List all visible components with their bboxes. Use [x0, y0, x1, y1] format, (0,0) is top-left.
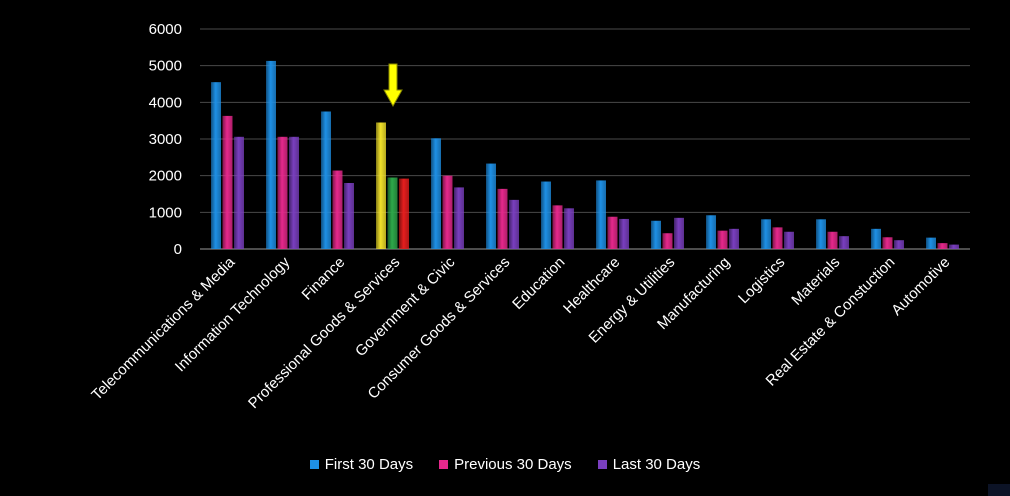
bar-first-30-days — [266, 60, 276, 250]
x-tick-label: Materials — [788, 254, 843, 309]
bar-last-30-days — [619, 218, 629, 249]
bar-last-30-days — [894, 240, 904, 249]
x-tick-label: Government & Civic — [352, 253, 459, 360]
bar-previous-30-days — [387, 177, 398, 249]
bar-first-30-days — [596, 180, 606, 249]
bar-previous-30-days — [332, 170, 343, 249]
bar-last-30-days — [784, 231, 794, 249]
bar-first-30-days — [871, 228, 881, 249]
x-tick-label: Automotive — [888, 254, 953, 319]
x-tick-label: Finance — [299, 254, 349, 304]
bar-previous-30-days — [827, 231, 838, 249]
x-tick-label: Education — [509, 254, 568, 313]
bar-previous-30-days — [662, 233, 673, 249]
legend-swatch — [309, 460, 319, 469]
bar-first-30-days — [926, 237, 936, 249]
legend-item: Previous 30 Days — [439, 456, 572, 473]
gridlines — [200, 28, 970, 250]
bars — [211, 60, 959, 250]
bar-first-30-days — [376, 122, 386, 249]
bar-last-30-days — [399, 178, 409, 249]
bar-last-30-days — [674, 217, 684, 249]
bar-previous-30-days — [442, 175, 453, 249]
bar-first-30-days — [431, 138, 441, 249]
bar-last-30-days — [509, 199, 519, 249]
legend-item: First 30 Days — [309, 456, 414, 473]
bar-first-30-days — [816, 219, 826, 249]
bar-last-30-days — [289, 136, 299, 249]
y-tick-label: 4000 — [149, 94, 182, 111]
highlight-arrow — [383, 63, 403, 108]
legend-label: First 30 Days — [324, 456, 414, 473]
legend-swatch — [439, 460, 449, 469]
bar-first-30-days — [486, 163, 496, 249]
bar-first-30-days — [761, 219, 771, 249]
bar-previous-30-days — [937, 243, 948, 249]
y-tick-label: 1000 — [149, 204, 182, 221]
bar-previous-30-days — [772, 227, 783, 249]
legend: First 30 Days Previous 30 Days Last 30 Day… — [0, 456, 1010, 473]
bar-previous-30-days — [552, 205, 563, 249]
bar-last-30-days — [344, 183, 354, 249]
legend-swatch — [597, 460, 607, 469]
bar-last-30-days — [234, 136, 244, 249]
legend-label: Previous 30 Days — [454, 456, 572, 473]
x-tick-label: Logistics — [735, 254, 788, 307]
legend-label: Last 30 Days — [612, 456, 701, 473]
y-tick-label: 2000 — [149, 168, 182, 185]
bar-first-30-days — [211, 82, 221, 250]
bar-first-30-days — [706, 215, 716, 249]
bar-chart: 0 1000 2000 3000 4000 5000 6000 Telecommunicat… — [88, 21, 970, 412]
highlight-arrow-icon — [383, 63, 403, 108]
bar-previous-30-days — [607, 216, 618, 249]
bar-previous-30-days — [882, 237, 893, 249]
bar-previous-30-days — [717, 230, 728, 249]
y-tick-label: 3000 — [149, 131, 182, 148]
bar-last-30-days — [729, 228, 739, 249]
bar-previous-30-days — [222, 115, 233, 250]
y-axis-ticks: 0 1000 2000 3000 4000 5000 6000 — [149, 21, 182, 258]
bar-last-30-days — [564, 208, 574, 249]
y-tick-label: 6000 — [149, 21, 182, 38]
bar-first-30-days — [541, 181, 551, 249]
y-tick-label: 5000 — [149, 58, 182, 75]
bar-last-30-days — [839, 236, 849, 249]
y-tick-label: 0 — [174, 241, 182, 258]
bar-first-30-days — [651, 220, 661, 249]
x-tick-label: Information Technology — [172, 253, 294, 375]
legend-item: Last 30 Days — [597, 456, 701, 473]
bar-last-30-days — [454, 187, 464, 249]
bar-previous-30-days — [277, 136, 288, 249]
bar-first-30-days — [321, 111, 331, 249]
bar-last-30-days — [949, 244, 959, 249]
corner-tab — [988, 484, 1010, 496]
bar-previous-30-days — [497, 188, 508, 249]
